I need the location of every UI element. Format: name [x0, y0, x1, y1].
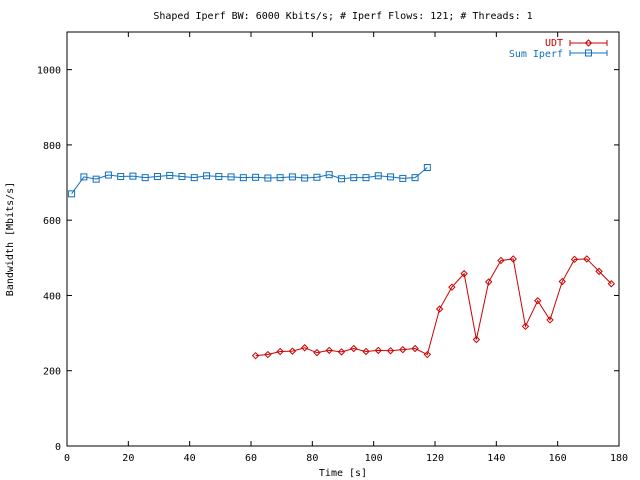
- legend-marker-sum-iperf: [585, 49, 592, 57]
- data-point-sum-iperf: [313, 173, 321, 181]
- legend-marker-udt: [584, 39, 593, 47]
- data-point-udt: [460, 269, 468, 278]
- y-tick-label: 800: [43, 141, 61, 152]
- data-point-udt: [497, 256, 505, 265]
- x-tick-label: 160: [549, 453, 567, 464]
- data-point-udt: [300, 344, 309, 352]
- x-tick-label: 80: [306, 453, 318, 464]
- data-point-sum-iperf: [227, 173, 235, 181]
- legend: UDT Sum Iperf: [509, 38, 608, 60]
- data-point-udt: [546, 316, 554, 324]
- data-point-udt: [276, 347, 284, 356]
- data-point-udt: [484, 278, 493, 286]
- y-axis-label: Bandwidth [Mbits/s]: [5, 182, 16, 296]
- data-point-sum-iperf: [362, 174, 370, 182]
- x-axis-ticks: 0 20 40 60 80 100 120 140 160 180: [64, 32, 628, 464]
- series-line-sum-iperf: [71, 167, 428, 195]
- data-point-udt: [472, 335, 481, 344]
- data-point-udt: [411, 344, 419, 353]
- data-point-udt: [583, 255, 591, 263]
- data-point-sum-iperf: [190, 174, 198, 182]
- x-tick-label: 60: [245, 453, 257, 464]
- data-point-sum-iperf: [411, 174, 419, 182]
- series-layer: [68, 163, 616, 360]
- data-point-udt: [386, 347, 395, 355]
- data-point-sum-iperf: [203, 172, 211, 180]
- data-point-udt: [362, 347, 370, 356]
- data-point-sum-iperf: [129, 172, 137, 180]
- data-point-sum-iperf: [387, 173, 395, 181]
- data-point-sum-iperf: [68, 190, 76, 198]
- data-point-udt: [251, 351, 260, 360]
- chart-title: Shaped Iperf BW: 6000 Kbits/s; # Iperf F…: [153, 11, 532, 22]
- y-axis-ticks: 0 200 400 600 800 1000: [37, 66, 619, 453]
- plot-frame: [66, 31, 620, 447]
- data-point-sum-iperf: [264, 174, 272, 182]
- y-tick-label: 400: [43, 291, 61, 302]
- data-point-sum-iperf: [153, 173, 161, 181]
- data-point-sum-iperf: [288, 173, 296, 181]
- data-point-udt: [595, 267, 603, 276]
- data-point-udt: [423, 350, 432, 359]
- data-point-sum-iperf: [276, 174, 284, 182]
- y-tick-label: 1000: [37, 66, 61, 77]
- data-point-sum-iperf: [178, 173, 186, 181]
- data-point-sum-iperf: [104, 171, 112, 179]
- data-point-udt: [264, 350, 272, 359]
- x-tick-label: 40: [184, 453, 196, 464]
- data-point-udt: [521, 322, 530, 331]
- y-tick-label: 600: [43, 216, 61, 227]
- data-point-udt: [313, 348, 321, 357]
- data-point-sum-iperf: [423, 163, 431, 171]
- data-point-udt: [288, 347, 297, 355]
- data-point-udt: [374, 346, 382, 355]
- data-point-sum-iperf: [117, 173, 125, 181]
- y-tick-label: 200: [43, 367, 61, 378]
- data-point-sum-iperf: [350, 174, 358, 182]
- data-point-udt: [350, 344, 358, 353]
- x-tick-label: 140: [487, 453, 505, 464]
- data-point-sum-iperf: [337, 175, 345, 183]
- data-point-sum-iperf: [325, 171, 333, 179]
- data-point-sum-iperf: [374, 172, 382, 180]
- data-point-udt: [509, 255, 517, 263]
- x-tick-label: 120: [426, 453, 444, 464]
- series-line-udt: [255, 258, 612, 357]
- data-point-udt: [448, 283, 456, 291]
- x-tick-label: 100: [365, 453, 383, 464]
- data-point-udt: [337, 348, 346, 356]
- data-point-udt: [534, 297, 542, 305]
- data-point-udt: [558, 277, 566, 286]
- x-tick-label: 20: [122, 453, 134, 464]
- data-point-sum-iperf: [92, 175, 100, 183]
- data-point-sum-iperf: [215, 173, 223, 181]
- series-udt: [251, 255, 616, 360]
- data-point-udt: [435, 305, 444, 313]
- x-tick-label: 180: [610, 453, 628, 464]
- data-point-sum-iperf: [239, 174, 247, 182]
- data-point-sum-iperf: [141, 174, 149, 182]
- data-point-sum-iperf: [80, 173, 88, 181]
- data-point-sum-iperf: [301, 174, 309, 182]
- data-point-udt: [607, 280, 616, 288]
- legend-label-sum-iperf: Sum Iperf: [509, 49, 563, 60]
- x-tick-label: 0: [64, 453, 70, 464]
- data-point-sum-iperf: [166, 171, 174, 179]
- data-point-sum-iperf: [399, 174, 407, 182]
- data-point-udt: [399, 345, 407, 354]
- data-point-udt: [325, 346, 333, 355]
- data-point-udt: [570, 255, 579, 264]
- y-tick-label: 0: [55, 442, 61, 453]
- legend-label-udt: UDT: [545, 38, 563, 49]
- series-sum-iperf: [68, 163, 431, 198]
- data-point-sum-iperf: [252, 173, 260, 181]
- x-axis-label: Time [s]: [319, 468, 367, 479]
